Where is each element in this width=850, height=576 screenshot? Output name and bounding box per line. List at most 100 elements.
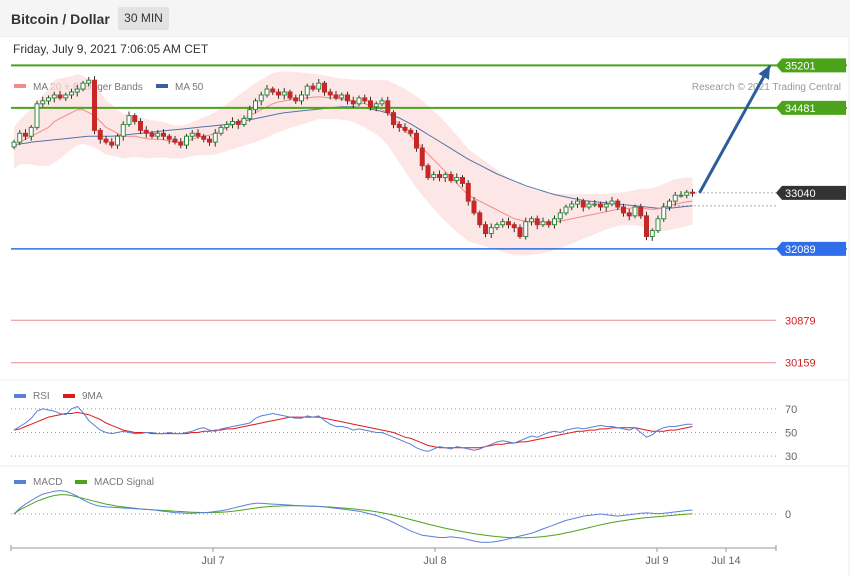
candle-body [540,221,546,226]
candle-body [442,174,448,179]
price-legend: MA 20 + Bollinger Bands MA 50 [14,82,204,93]
candle-body [494,224,500,229]
candle-body [460,177,465,184]
projection-arrow-head [758,65,770,80]
candle-body [477,212,483,226]
candle-body [149,132,155,137]
candle-body [51,94,57,99]
x-tick-label: Jul 7 [201,555,224,567]
macd-series-line [13,490,693,543]
level-tag-35201 [776,58,846,73]
candle-body [609,200,615,205]
copyright-label: Research © 2021 Trading Central [692,82,841,93]
candle-body [563,206,569,214]
x-tick-label: Jul 8 [423,555,446,567]
legend-swatch-rsi [14,394,26,398]
candle-body [408,129,414,134]
candle-body [356,97,362,105]
candle-body [178,141,184,146]
candle-body [655,218,661,232]
legend-label-rsi-ma: 9MA [82,391,103,402]
level-label-34481: 34481 [785,103,816,115]
candle-body [471,200,477,214]
candle-body [212,132,218,143]
candle-body [339,94,345,99]
candle-body [385,100,391,114]
candle-body [80,82,86,90]
chart-header: Bitcoin / Dollar 30 MIN [0,0,850,37]
projection-arrow-shaft [698,64,772,194]
candle-body [86,79,92,84]
timeframe-badge[interactable]: 30 MIN [118,7,169,30]
candle-body [201,135,207,140]
candle-body [316,82,322,90]
candle-body [684,191,690,196]
candle-body [569,203,575,208]
candle-body [615,200,621,208]
candle-body [362,97,368,102]
candle-body [11,141,17,148]
candle-body [465,182,471,202]
candle-body [97,129,103,140]
candle-body [448,174,454,181]
candle-body [483,224,488,235]
rsi-legend: RSI 9MA [14,391,103,402]
x-tick-label: Jul 9 [645,555,668,567]
candle-body [161,132,166,137]
legend-label-ma50: MA 50 [175,82,204,93]
candle-body [333,94,339,99]
candle-body [253,100,258,111]
candle-body [506,221,511,226]
candle-body [598,203,603,208]
level-tag-32089 [776,241,846,256]
macd-series-line [13,494,693,539]
level-tag-34481 [776,100,846,115]
candle-body [575,200,580,205]
candle-body [115,135,120,146]
candle-body [327,91,333,96]
candle-body [661,206,667,220]
candle-body [138,121,143,131]
candle-body [322,82,327,93]
legend-swatch-macd [14,480,26,484]
rsi-tick-50: 50 [785,427,797,439]
legend-swatch-ma20 [14,84,26,88]
legend-swatch-macd-signal [75,480,87,484]
candle-body [126,115,132,125]
candle-body [155,132,161,137]
macd-layer: 0 [11,490,791,543]
candle-body [667,200,672,208]
candle-body [224,123,230,128]
candle-body [258,94,264,102]
rsi-series-line [13,405,693,452]
candle-body [419,147,425,167]
candle-body [454,177,460,181]
candle-body [626,212,632,217]
candle-body [437,174,442,179]
candle-body [184,135,189,146]
candle-body [678,194,684,197]
candle-body [402,126,408,131]
candle-body [373,103,379,108]
candle-body [241,118,247,125]
candle-body [592,203,598,206]
candle-body [649,230,655,237]
rsi-layer: 70 50 30 [11,404,797,463]
candle-body [580,200,586,208]
rsi-tick-30: 30 [785,451,797,463]
candle-body [546,221,552,226]
bollinger-band-layer [14,71,693,256]
x-axis-ticks: Jul 7 Jul 8 Jul 9 Jul 14 [10,545,777,567]
candle-body [172,138,178,143]
candle-body [431,174,437,179]
candle-body [368,100,373,108]
candle-body [264,88,270,96]
candle-body [672,194,678,202]
candle-body [557,212,563,220]
candle-body [207,138,212,143]
candle-body [500,221,506,226]
candle-body [293,97,299,102]
candle-body [529,218,534,223]
candle-body [391,112,396,125]
candle-body [425,165,431,179]
